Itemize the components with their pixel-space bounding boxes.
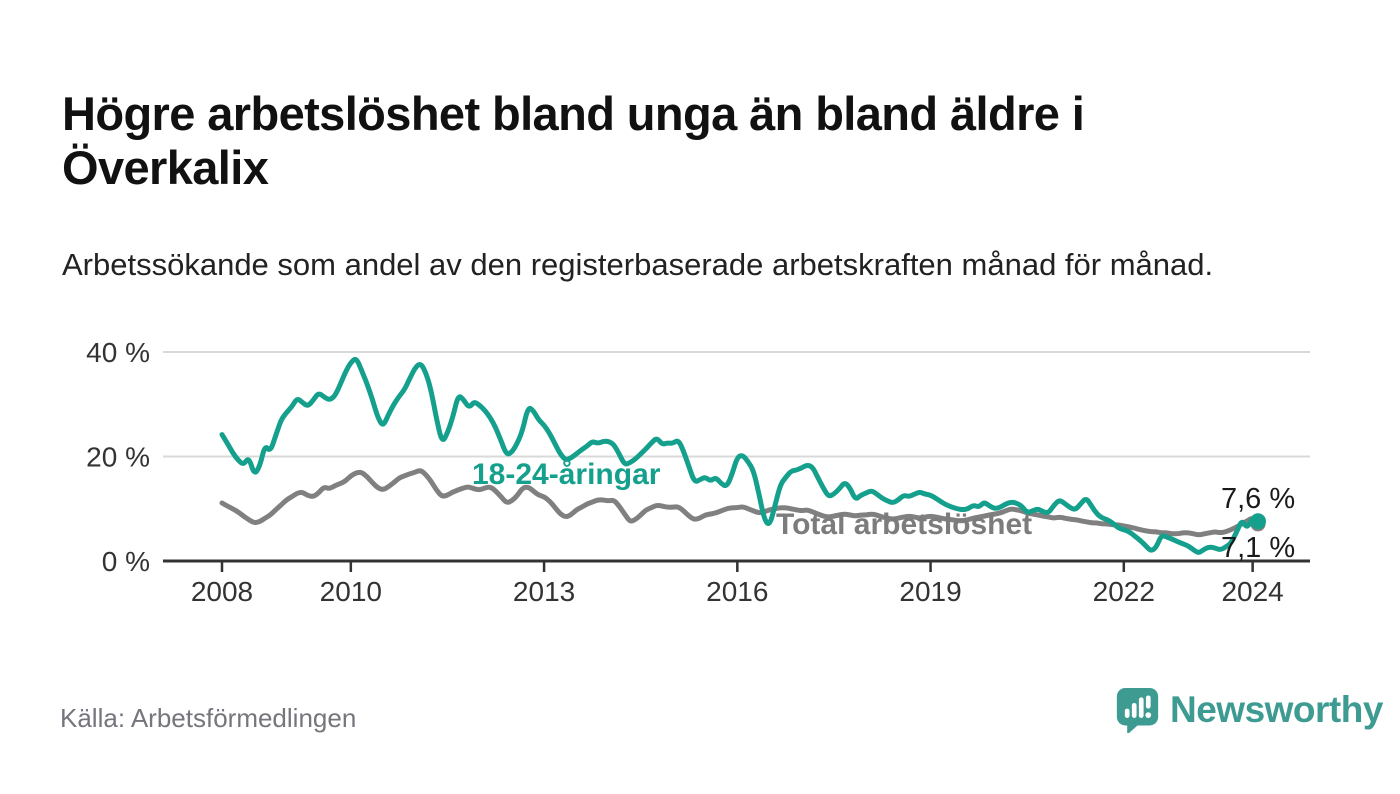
newsworthy-speech-bubble-bar-chart-icon	[1115, 686, 1160, 734]
newsworthy-wordmark: Newsworthy	[1170, 688, 1383, 730]
y-axis-tick-label: 40 %	[86, 337, 150, 368]
end-value-label-youth: 7,6 %	[1221, 483, 1296, 515]
series-end-dot-youth	[1250, 513, 1266, 530]
y-axis-tick-label: 20 %	[86, 442, 150, 473]
x-axis-tick-label: 2022	[1093, 576, 1155, 607]
source-attribution: Källa: Arbetsförmedlingen	[60, 703, 357, 733]
y-axis-tick-label: 0 %	[102, 546, 150, 577]
x-axis-tick-label: 2008	[191, 576, 253, 607]
newsworthy-logo: Newsworthy	[1115, 686, 1383, 734]
x-axis-tick-label: 2024	[1221, 576, 1283, 607]
page-subtitle: Arbetssökande som andel av den registerb…	[62, 247, 1214, 282]
series-label-youth: 18-24-åringar	[472, 458, 661, 491]
page-title: Högre arbetslöshet bland unga än bland ä…	[62, 87, 1085, 194]
x-axis-tick-label: 2019	[899, 576, 961, 607]
x-axis-tick-label: 2010	[320, 576, 382, 607]
end-value-label-total: 7,1 %	[1221, 532, 1296, 564]
series-line-youth	[219, 356, 1261, 555]
series-label-total: Total arbetslöshet	[776, 508, 1033, 541]
series-line-total	[219, 468, 1261, 538]
x-axis-tick-label: 2016	[706, 576, 768, 607]
x-axis-tick-label: 2013	[513, 576, 575, 607]
